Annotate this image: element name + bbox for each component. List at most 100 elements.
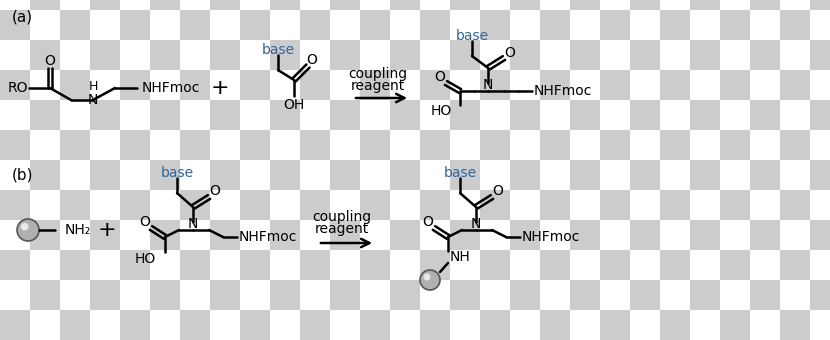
Bar xyxy=(450,220,480,250)
Bar xyxy=(510,280,540,310)
Bar xyxy=(330,130,360,160)
Bar xyxy=(60,100,90,130)
Bar xyxy=(480,0,510,10)
Bar xyxy=(270,280,300,310)
Bar xyxy=(330,100,360,130)
Bar xyxy=(750,250,780,280)
Bar xyxy=(180,190,210,220)
Bar xyxy=(210,100,240,130)
Bar xyxy=(600,130,630,160)
Bar xyxy=(90,0,120,10)
Bar xyxy=(690,130,720,160)
Bar xyxy=(720,250,750,280)
Bar xyxy=(450,310,480,340)
Bar xyxy=(630,0,660,10)
Bar xyxy=(90,280,120,310)
Bar xyxy=(360,190,390,220)
Bar xyxy=(450,250,480,280)
Bar xyxy=(570,0,600,10)
Bar xyxy=(0,280,30,310)
Bar xyxy=(540,310,570,340)
Bar xyxy=(0,310,30,340)
Bar xyxy=(120,280,150,310)
Bar xyxy=(120,310,150,340)
Bar xyxy=(90,10,120,40)
Bar xyxy=(330,250,360,280)
Bar xyxy=(600,10,630,40)
Bar xyxy=(150,10,180,40)
Bar xyxy=(480,310,510,340)
Bar xyxy=(270,190,300,220)
Bar xyxy=(60,280,90,310)
Bar xyxy=(690,280,720,310)
Bar xyxy=(300,10,330,40)
Bar xyxy=(720,100,750,130)
Bar xyxy=(360,220,390,250)
Text: (a): (a) xyxy=(12,10,33,25)
Bar xyxy=(60,10,90,40)
Text: NHFmoc: NHFmoc xyxy=(534,84,593,98)
Bar xyxy=(60,250,90,280)
Bar xyxy=(540,70,570,100)
Bar xyxy=(30,100,60,130)
Bar xyxy=(90,190,120,220)
Text: NHFmoc: NHFmoc xyxy=(239,230,297,244)
Bar xyxy=(60,0,90,10)
Bar xyxy=(810,100,830,130)
Bar xyxy=(750,190,780,220)
Text: O: O xyxy=(435,70,446,84)
Circle shape xyxy=(423,273,431,280)
Text: H: H xyxy=(88,81,98,94)
Bar xyxy=(810,250,830,280)
Bar xyxy=(510,40,540,70)
Bar xyxy=(780,280,810,310)
Text: coupling: coupling xyxy=(312,210,372,224)
Bar xyxy=(420,10,450,40)
Bar xyxy=(90,310,120,340)
Bar xyxy=(300,160,330,190)
Bar xyxy=(390,10,420,40)
Bar xyxy=(480,160,510,190)
Bar xyxy=(240,10,270,40)
Bar xyxy=(30,250,60,280)
Bar xyxy=(660,280,690,310)
Bar xyxy=(540,10,570,40)
Bar xyxy=(660,70,690,100)
Bar xyxy=(450,130,480,160)
Bar xyxy=(750,310,780,340)
Bar xyxy=(420,160,450,190)
Bar xyxy=(780,250,810,280)
Text: NH: NH xyxy=(450,250,471,264)
Bar xyxy=(210,70,240,100)
Bar xyxy=(720,70,750,100)
Text: N: N xyxy=(188,217,198,231)
Bar xyxy=(0,190,30,220)
Bar xyxy=(300,220,330,250)
Bar xyxy=(810,190,830,220)
Bar xyxy=(30,310,60,340)
Bar xyxy=(570,190,600,220)
Bar xyxy=(720,40,750,70)
Text: NH₂: NH₂ xyxy=(65,223,91,237)
Bar xyxy=(0,40,30,70)
Bar xyxy=(180,40,210,70)
Bar xyxy=(120,220,150,250)
Bar xyxy=(240,130,270,160)
Bar xyxy=(570,10,600,40)
Bar xyxy=(330,310,360,340)
Bar xyxy=(540,250,570,280)
Text: reagent: reagent xyxy=(351,79,405,93)
Bar xyxy=(390,310,420,340)
Bar xyxy=(630,10,660,40)
Bar xyxy=(750,70,780,100)
Text: NHFmoc: NHFmoc xyxy=(142,81,200,95)
Bar xyxy=(90,130,120,160)
Bar xyxy=(810,310,830,340)
Bar xyxy=(270,100,300,130)
Bar xyxy=(270,10,300,40)
Bar xyxy=(180,220,210,250)
Bar xyxy=(660,0,690,10)
Bar xyxy=(180,310,210,340)
Bar xyxy=(120,0,150,10)
Bar xyxy=(570,310,600,340)
